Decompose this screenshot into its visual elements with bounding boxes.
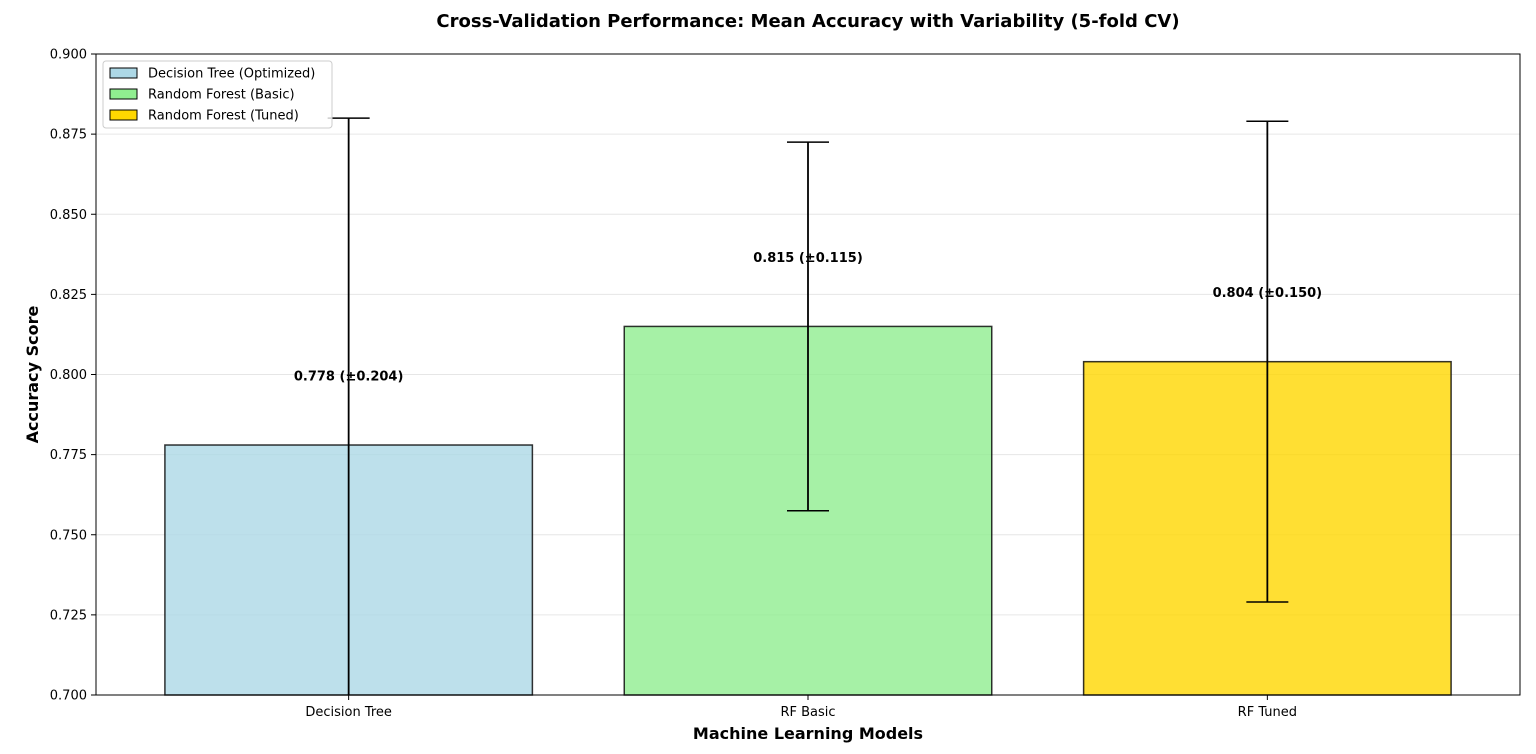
y-axis: 0.700 0.725 0.750 0.775 0.800 0.825 0.850 0.875… [50, 48, 96, 704]
legend-swatch [109, 67, 138, 79]
legend-label: Random Forest (Basic) [148, 88, 295, 103]
data-labels: 0.778 (±0.204) 0.815 (±0.115) 0.804 (±0.15… [294, 251, 1322, 385]
legend: Decision Tree (Optimized) Random Forest (… [102, 60, 333, 129]
error-bars [327, 117, 1289, 695]
legend-swatch [109, 88, 138, 100]
chart-title: Cross-Validation Performance: Mean Accur… [436, 11, 1179, 32]
y-axis-label: Accuracy Score [23, 306, 42, 444]
y-tick-label: 0.800 [50, 368, 87, 383]
y-tick-label: 0.900 [50, 48, 87, 63]
y-tick-label: 0.825 [50, 288, 87, 303]
y-tick-label: 0.850 [50, 208, 87, 223]
x-axis-label: Machine Learning Models [693, 724, 923, 743]
y-tick-label: 0.775 [50, 448, 87, 463]
legend-label: Decision Tree (Optimized) [148, 67, 315, 82]
y-tick-label: 0.700 [50, 689, 87, 704]
y-tick-label: 0.750 [50, 528, 87, 543]
x-tick-label: Decision Tree [305, 705, 392, 720]
y-tick-label: 0.875 [50, 128, 87, 143]
x-tick-label: RF Tuned [1238, 705, 1297, 720]
data-label: 0.804 (±0.150) [1213, 286, 1323, 301]
data-label: 0.815 (±0.115) [753, 251, 863, 266]
x-tick-label: RF Basic [780, 705, 835, 720]
legend-label: Random Forest (Tuned) [148, 109, 299, 124]
data-label: 0.778 (±0.204) [294, 369, 404, 384]
legend-swatch [109, 109, 138, 121]
y-tick-label: 0.725 [50, 608, 87, 623]
x-axis: Decision Tree RF Basic RF Tuned [305, 695, 1297, 720]
legend-box [102, 60, 333, 129]
